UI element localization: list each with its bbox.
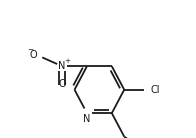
Text: Cl: Cl <box>151 85 160 95</box>
Text: +: + <box>64 58 70 64</box>
Text: −: − <box>28 47 34 53</box>
Text: N: N <box>58 61 66 71</box>
Text: O: O <box>58 79 66 89</box>
Text: O: O <box>30 50 37 60</box>
Text: N: N <box>83 114 91 124</box>
